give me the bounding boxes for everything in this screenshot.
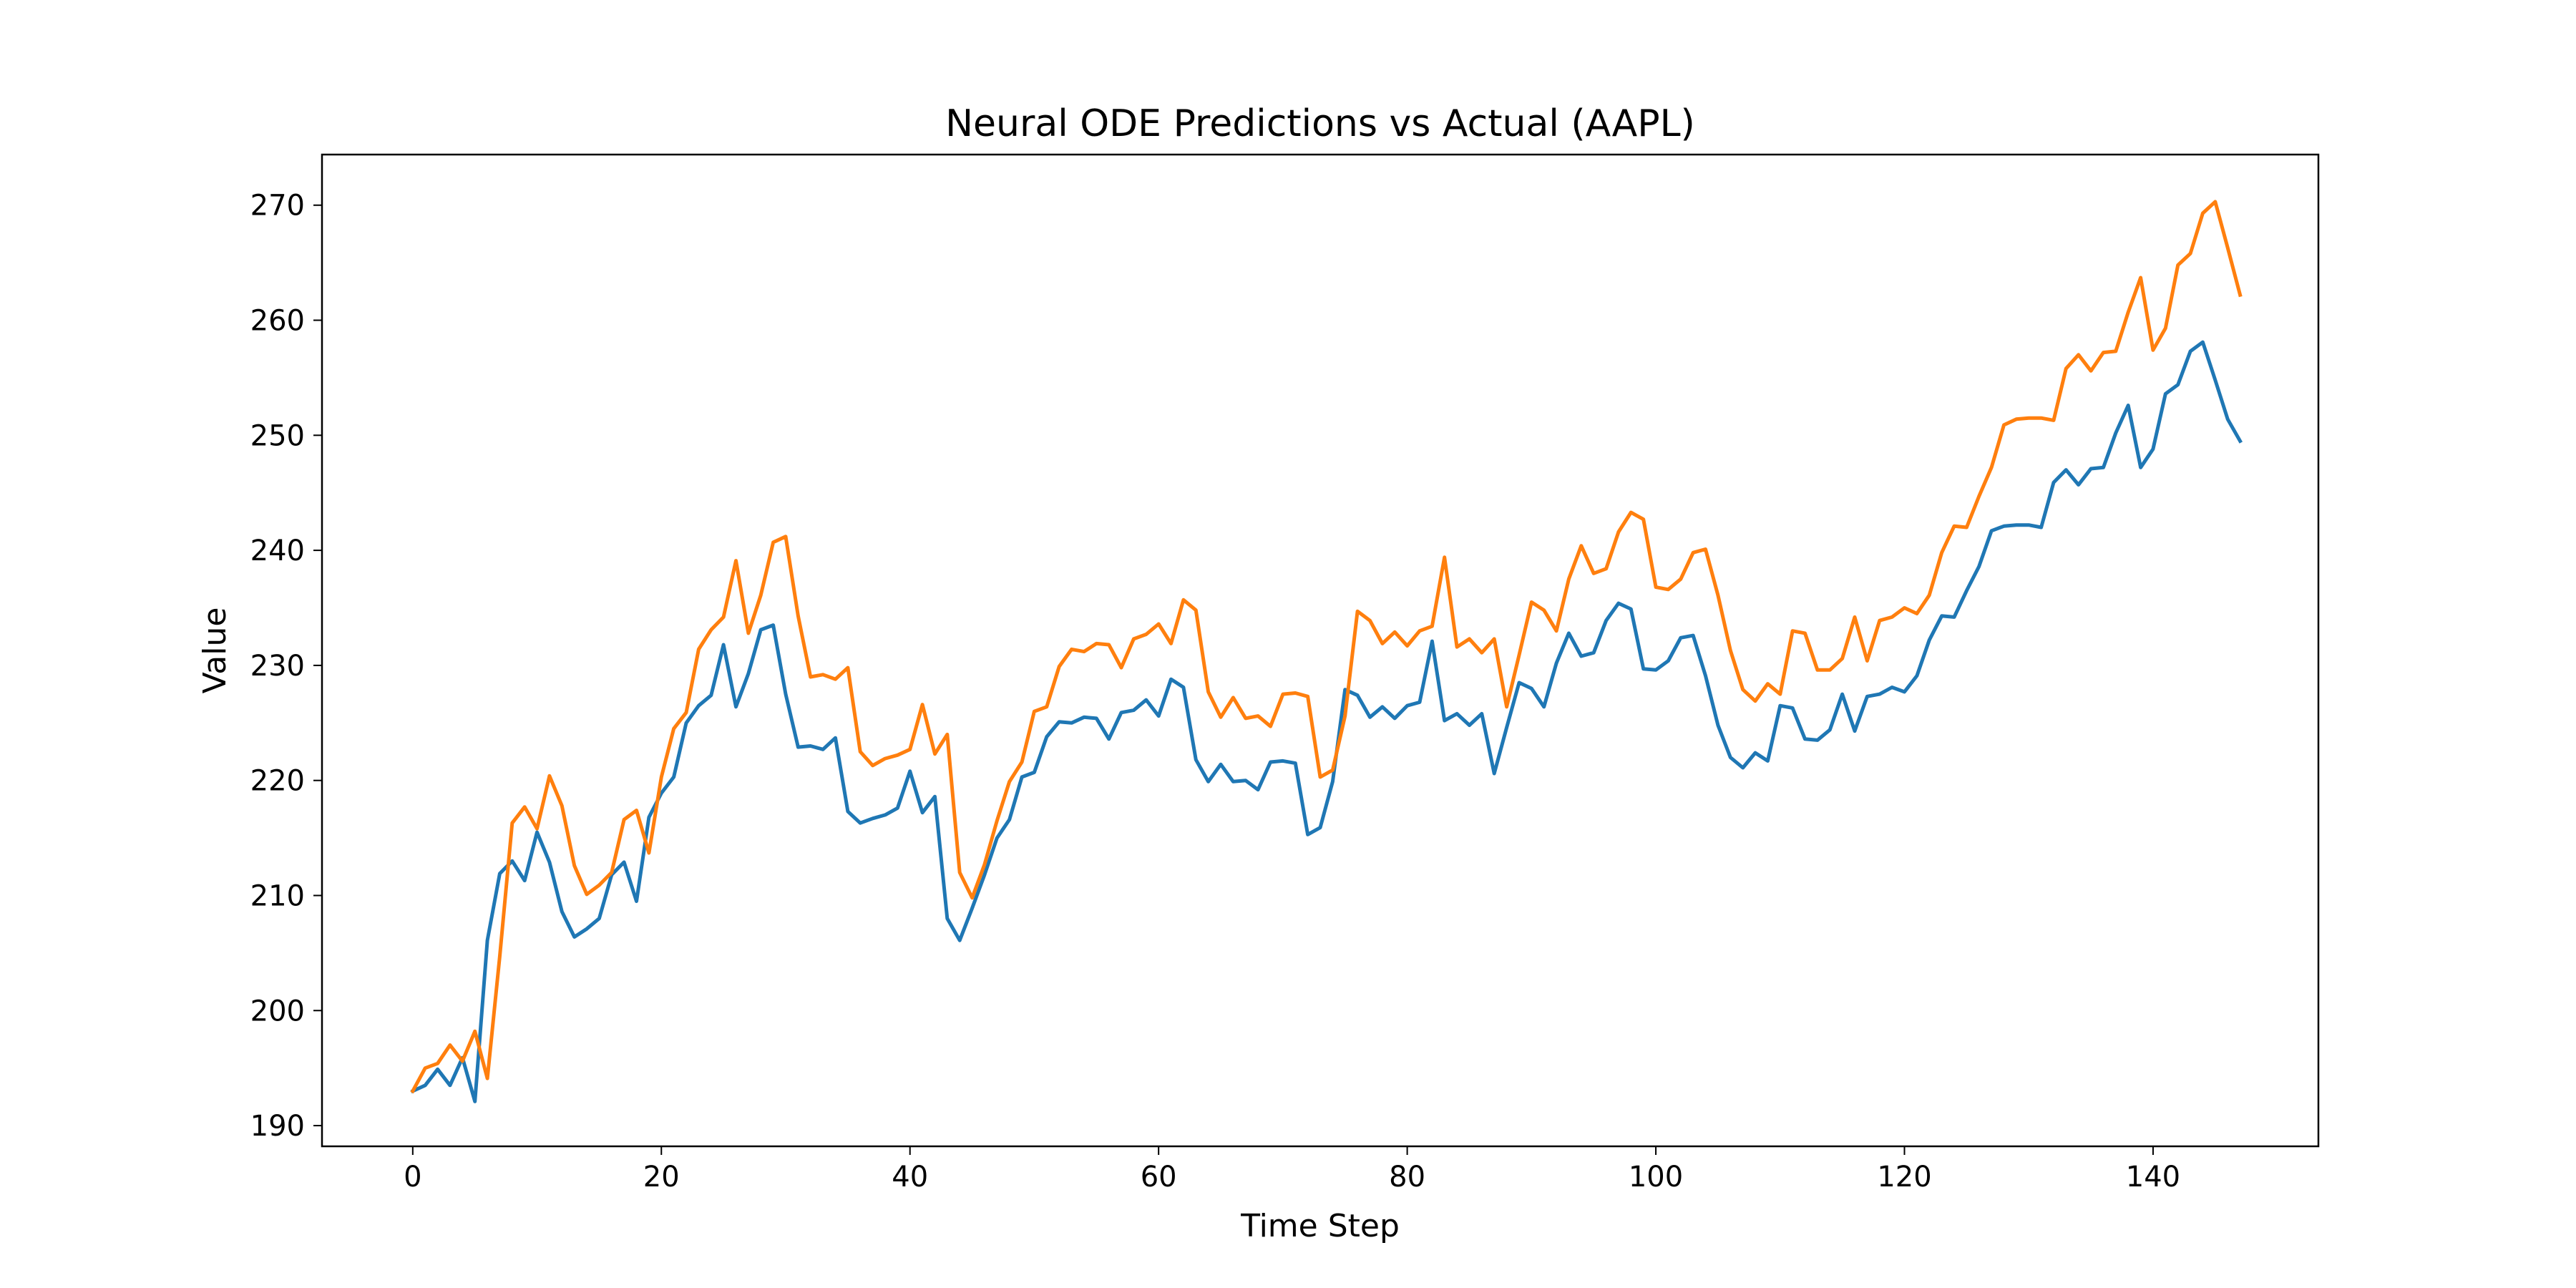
y-tick-label: 270 <box>250 190 305 223</box>
x-tick-label: 100 <box>1629 1161 1683 1194</box>
x-tick-label: 0 <box>404 1161 421 1194</box>
x-tick-label: 20 <box>643 1161 680 1194</box>
x-tick-label: 140 <box>2126 1161 2180 1194</box>
y-tick-label: 210 <box>250 879 305 912</box>
series-line-2 <box>410 200 2243 1094</box>
plot-frame <box>321 153 2320 1148</box>
x-tick-label: 40 <box>892 1161 928 1194</box>
y-axis-title: Value <box>197 608 233 694</box>
y-tick-label: 190 <box>250 1110 305 1143</box>
chart-title: Neural ODE Predictions vs Actual (AAPL) <box>945 102 1695 145</box>
y-tick-label: 200 <box>250 995 305 1028</box>
x-axis-title: Time Step <box>1240 1208 1400 1244</box>
series-line-1 <box>410 340 2243 1103</box>
x-tick-label: 120 <box>1877 1161 1931 1194</box>
series-layer <box>410 200 2243 1103</box>
y-tick-label: 260 <box>250 305 305 338</box>
x-tick-label: 80 <box>1389 1161 1425 1194</box>
y-tick-label: 240 <box>250 535 305 567</box>
y-axis: 190 200 210 220 230 240 250 260 270 <box>250 190 322 1143</box>
y-tick-label: 230 <box>250 650 305 683</box>
y-tick-label: 250 <box>250 419 305 452</box>
x-tick-label: 60 <box>1141 1161 1177 1194</box>
x-axis: 0 20 40 60 80 100 120 140 <box>404 1146 2180 1194</box>
y-tick-label: 220 <box>250 765 305 798</box>
